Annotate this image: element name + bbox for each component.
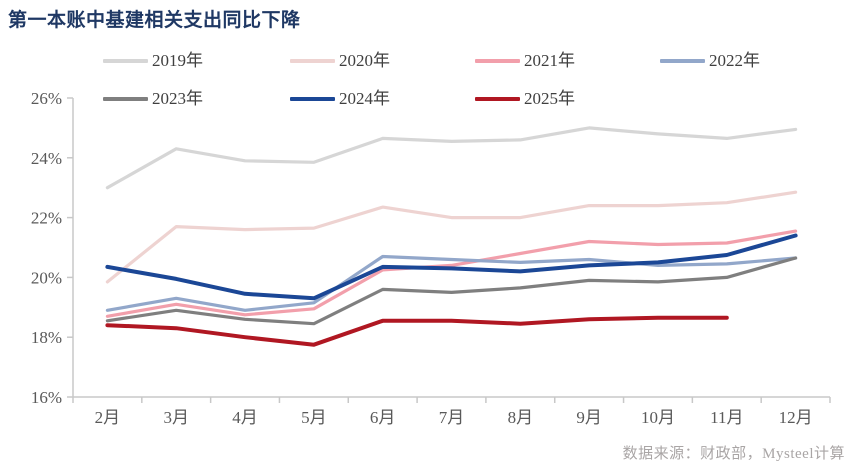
- legend-label: 2019年: [152, 51, 203, 70]
- x-axis-label: 12月: [779, 408, 813, 427]
- y-axis-label: 22%: [31, 209, 62, 228]
- x-axis-label: 11月: [710, 408, 743, 427]
- x-axis-label: 7月: [439, 408, 465, 427]
- x-axis-label: 3月: [163, 408, 189, 427]
- legend-item-2024: 2024年: [290, 89, 390, 109]
- x-axis-label: 5月: [301, 408, 327, 427]
- legend-swatch: [103, 59, 148, 63]
- y-axis-label: 16%: [31, 388, 62, 407]
- source-note: 数据来源：财政部，Mysteel计算: [622, 446, 845, 462]
- y-axis-label: 24%: [31, 149, 62, 168]
- legend-label: 2022年: [709, 51, 760, 70]
- x-axis-label: 2月: [95, 408, 121, 427]
- legend-swatch: [475, 96, 520, 102]
- x-axis-label: 4月: [232, 408, 258, 427]
- series-line-2021: [105, 229, 798, 318]
- legend-label: 2021年: [524, 51, 575, 70]
- legend-label: 2024年: [339, 89, 390, 108]
- legend-swatch: [290, 59, 335, 63]
- legend-swatch: [660, 59, 705, 63]
- legend-item-2021: 2021年: [475, 51, 575, 71]
- x-axis-label: 9月: [576, 408, 602, 427]
- legend-label: 2025年: [524, 89, 575, 108]
- series-line-2020: [105, 190, 798, 284]
- series-line-2022: [105, 254, 798, 312]
- legend-label: 2020年: [339, 51, 390, 70]
- series-line-2024: [105, 233, 798, 301]
- legend-swatch: [103, 97, 148, 101]
- legend-item-2025: 2025年: [475, 89, 575, 109]
- y-axis-label: 20%: [31, 268, 62, 287]
- legend-item-2022: 2022年: [660, 51, 760, 71]
- x-axis-label: 8月: [508, 408, 534, 427]
- legend-item-2023: 2023年: [103, 89, 203, 109]
- legend-label: 2023年: [152, 89, 203, 108]
- x-axis-label: 6月: [370, 408, 396, 427]
- legend-swatch: [475, 59, 520, 63]
- chart-title: 第一本账中基建相关支出同比下降: [8, 10, 301, 31]
- series-line-2023: [105, 256, 798, 326]
- series-line-2019: [105, 126, 798, 190]
- y-axis-label: 18%: [31, 328, 62, 347]
- y-axis-label: 26%: [31, 89, 62, 108]
- legend-item-2020: 2020年: [290, 51, 390, 71]
- series-line-2025: [105, 315, 729, 347]
- legend-item-2019: 2019年: [103, 51, 203, 71]
- legend-swatch: [290, 96, 335, 102]
- legend: 2019年 2020年 2021年 2022年 2023年 2024年 2025年: [0, 0, 856, 120]
- x-axis-label: 10月: [641, 408, 675, 427]
